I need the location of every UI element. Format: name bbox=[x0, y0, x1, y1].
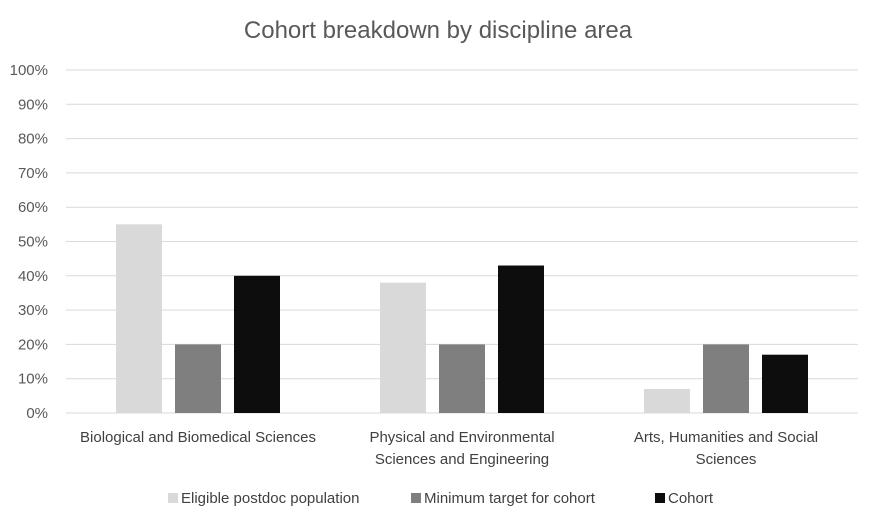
legend-label: Minimum target for cohort bbox=[424, 490, 596, 507]
y-tick-label: 20% bbox=[18, 336, 48, 353]
y-tick-label: 0% bbox=[26, 405, 48, 422]
legend-swatch bbox=[655, 493, 665, 503]
y-axis-ticks: 0% 10% 20% 30% 40% 50% 60% 70% 80% 90% 100% bbox=[10, 62, 48, 422]
bar bbox=[703, 344, 749, 413]
x-category-label: Arts, Humanities and Social Sciences bbox=[634, 429, 818, 468]
x-category-label: Biological and Biomedical Sciences bbox=[80, 429, 316, 446]
bar bbox=[762, 354, 808, 413]
y-tick-label: 100% bbox=[10, 62, 48, 79]
y-tick-label: 60% bbox=[18, 199, 48, 216]
bars bbox=[116, 224, 808, 413]
y-tick-label: 40% bbox=[18, 268, 48, 285]
bar bbox=[644, 388, 690, 413]
y-tick-label: 80% bbox=[18, 131, 48, 148]
bar bbox=[175, 344, 221, 413]
bar bbox=[234, 275, 280, 413]
y-tick-label: 30% bbox=[18, 302, 48, 319]
y-tick-label: 70% bbox=[18, 165, 48, 182]
y-tick-label: 90% bbox=[18, 96, 48, 113]
legend-item: Minimum target for cohort bbox=[411, 490, 596, 507]
bar bbox=[380, 282, 426, 413]
chart-title: Cohort breakdown by discipline area bbox=[244, 17, 633, 44]
y-tick-label: 50% bbox=[18, 234, 48, 251]
legend-item: Cohort bbox=[655, 490, 714, 507]
bar bbox=[439, 344, 485, 413]
bar bbox=[498, 265, 544, 413]
x-category-label: Physical and Environmental Sciences and E… bbox=[369, 429, 554, 468]
legend-label: Cohort bbox=[668, 490, 714, 507]
legend: Eligible postdoc population Minimum targe… bbox=[168, 490, 714, 507]
legend-swatch bbox=[168, 493, 178, 503]
y-tick-label: 10% bbox=[18, 371, 48, 388]
x-axis-labels: Biological and Biomedical Sciences Physic… bbox=[80, 429, 818, 468]
legend-item: Eligible postdoc population bbox=[168, 490, 359, 507]
legend-label: Eligible postdoc population bbox=[181, 490, 359, 507]
legend-swatch bbox=[411, 493, 421, 503]
bar bbox=[116, 224, 162, 413]
